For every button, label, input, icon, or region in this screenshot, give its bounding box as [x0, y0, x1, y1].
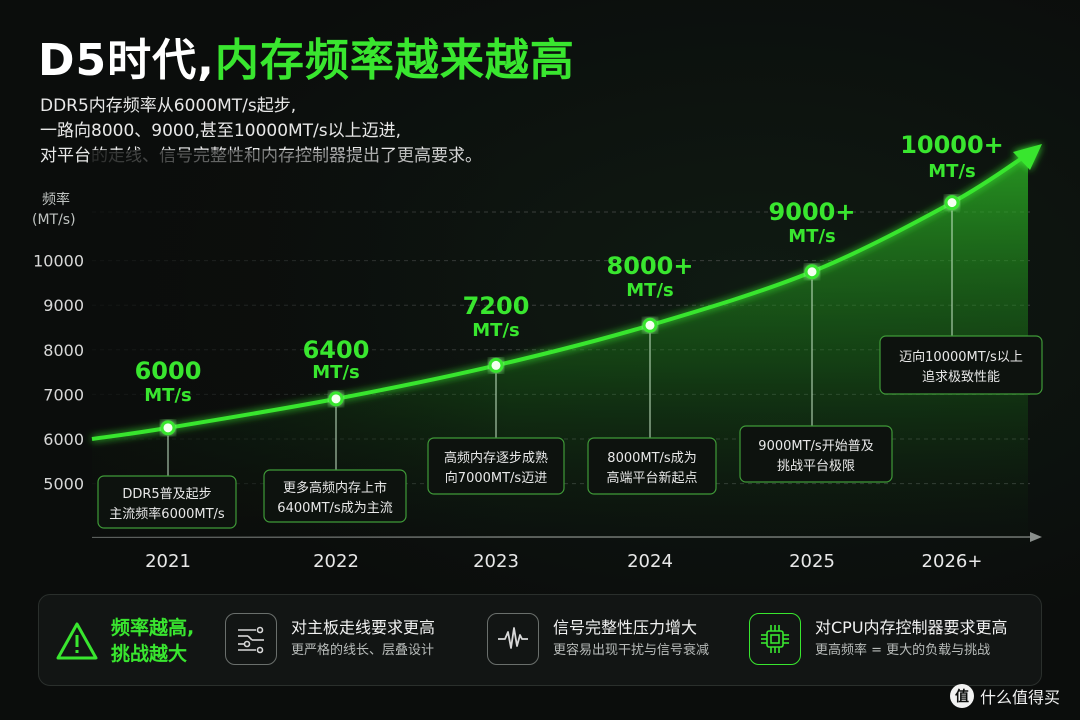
value-label: 9000+ — [769, 198, 856, 226]
annotation-text: 8000MT/s成为 — [607, 451, 696, 466]
feature-title: 信号完整性压力增大 — [553, 618, 698, 637]
x-tick-label: 2026+ — [922, 551, 983, 572]
annotation-box — [97, 475, 237, 529]
feature-desc: 更高频率 = 更大的负载与挑战 — [815, 643, 991, 658]
value-label: 6000 — [135, 357, 202, 385]
x-tick-label: 2022 — [313, 551, 359, 572]
data-point — [642, 317, 658, 333]
annotation-box — [427, 437, 565, 495]
annotation-text: 高频内存逐步成熟 — [444, 450, 548, 466]
annotation-text: 向7000MT/s迈进 — [445, 470, 547, 486]
annotation-text: 更多高频内存上市 — [283, 480, 387, 496]
feature-title: 对主板走线要求更高 — [291, 618, 436, 637]
value-label: 7200 — [463, 292, 530, 320]
feature-title: 对CPU内存控制器要求更高 — [815, 618, 1008, 637]
annotation-box — [879, 335, 1043, 395]
title-green-part: 内存频率越来越高 — [214, 35, 575, 86]
title-white-part: D5时代, — [38, 35, 215, 86]
feature-signal-integrity: 信号完整性压力增大 更容易出现干扰与信号衰减 — [487, 613, 709, 665]
annotation-text: 追求极致性能 — [922, 369, 1000, 385]
y-tick-label: 7000 — [43, 385, 84, 404]
annotation-box — [587, 437, 717, 495]
y-axis-title: 频率 — [42, 191, 70, 208]
watermark-text: 什么值得买 — [980, 688, 1061, 707]
annotation-text: 主流频率6000MT/s — [109, 506, 225, 522]
challenges-panel: 频率越高, 挑战越大 对主板走线要求更高 更严格的线长、层叠设计 — [38, 594, 1042, 686]
value-unit-label: MT/s — [472, 320, 519, 341]
feature-board-routing: 对主板走线要求更高 更严格的线长、层叠设计 — [225, 613, 435, 665]
annotation-box — [739, 425, 893, 483]
watermark: 值 什么值得买 — [950, 684, 1060, 708]
y-tick-label: 5000 — [43, 475, 84, 494]
value-unit-label: MT/s — [928, 161, 975, 182]
y-tick-label: 8000 — [43, 341, 84, 360]
y-axis-unit: (MT/s) — [32, 212, 76, 228]
y-tick-label: 10000 — [33, 252, 84, 271]
x-tick-label: 2021 — [145, 551, 191, 572]
warning-block: 频率越高, 挑战越大 — [55, 615, 194, 667]
value-unit-label: MT/s — [144, 385, 191, 406]
value-unit-label: MT/s — [626, 280, 673, 301]
series-line — [91, 152, 1030, 441]
x-axis-arrow — [1030, 532, 1042, 542]
cpu-chip-icon — [749, 613, 801, 665]
annotation-text: 迈向10000MT/s以上 — [899, 349, 1023, 365]
value-unit-label: MT/s — [788, 226, 835, 247]
value-label: 6400 — [303, 336, 370, 364]
signal-wave-icon — [487, 613, 539, 665]
circuit-board-icon — [225, 613, 277, 665]
annotation-text: DDR5普及起步 — [122, 487, 211, 502]
value-label: 8000+ — [607, 252, 694, 280]
annotation-text: 高端平台新起点 — [606, 470, 697, 486]
y-tick-label: 6000 — [43, 430, 84, 449]
data-point — [328, 391, 344, 407]
annotation-box — [263, 469, 407, 523]
data-point — [488, 357, 504, 373]
data-point — [160, 420, 176, 436]
annotation-text: 挑战平台极限 — [777, 459, 855, 474]
data-point — [944, 195, 960, 211]
watermark-logo: 值 — [950, 684, 974, 708]
y-tick-label: 9000 — [43, 296, 84, 315]
feature-desc: 更严格的线长、层叠设计 — [291, 643, 435, 658]
annotation-text: 9000MT/s开始普及 — [758, 439, 873, 454]
value-label: 10000+ — [900, 131, 1004, 159]
warning-line: 频率越高, — [111, 617, 195, 639]
page-title: D5时代,内存频率越来越高 — [38, 24, 575, 88]
trend-arrow-head — [1013, 144, 1042, 170]
intro-line: 一路向8000、9000,甚至10000MT/s以上迈进, — [40, 121, 402, 141]
data-point — [804, 264, 820, 280]
warning-line: 挑战越大 — [111, 643, 188, 665]
warning-icon — [56, 622, 98, 660]
annotation-text: 6400MT/s成为主流 — [277, 501, 392, 516]
x-tick-label: 2024 — [627, 551, 673, 572]
x-tick-label: 2025 — [789, 551, 835, 572]
value-unit-label: MT/s — [312, 362, 359, 383]
intro-line: DDR5内存频率从6000MT/s起步, — [40, 96, 297, 116]
x-tick-label: 2023 — [473, 551, 519, 572]
feature-desc: 更容易出现干扰与信号衰减 — [553, 643, 710, 658]
feature-memory-controller: 对CPU内存控制器要求更高 更高频率 = 更大的负载与挑战 — [749, 613, 1008, 665]
warning-text: 频率越高, 挑战越大 — [111, 615, 194, 667]
